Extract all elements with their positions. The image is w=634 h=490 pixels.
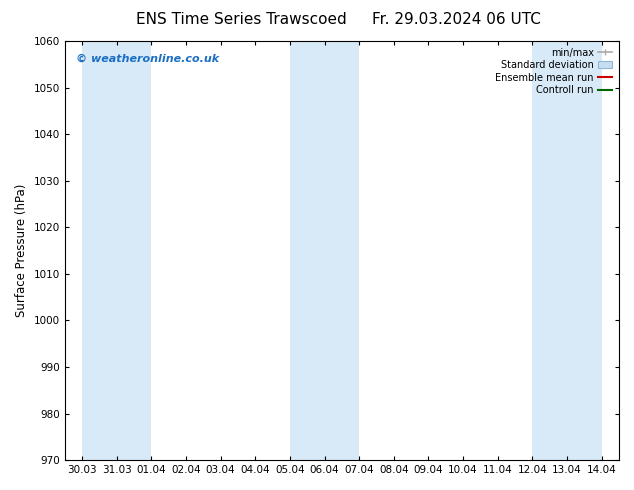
Bar (82, 41, 152, 460)
Bar (533, 41, 602, 460)
Bar (290, 41, 359, 460)
Text: © weatheronline.co.uk: © weatheronline.co.uk (75, 53, 219, 64)
Legend: min/max, Standard deviation, Ensemble mean run, Controll run: min/max, Standard deviation, Ensemble me… (493, 46, 614, 97)
Text: ENS Time Series Trawscoed: ENS Time Series Trawscoed (136, 12, 346, 27)
Text: Fr. 29.03.2024 06 UTC: Fr. 29.03.2024 06 UTC (372, 12, 541, 27)
Y-axis label: Surface Pressure (hPa): Surface Pressure (hPa) (15, 184, 28, 318)
